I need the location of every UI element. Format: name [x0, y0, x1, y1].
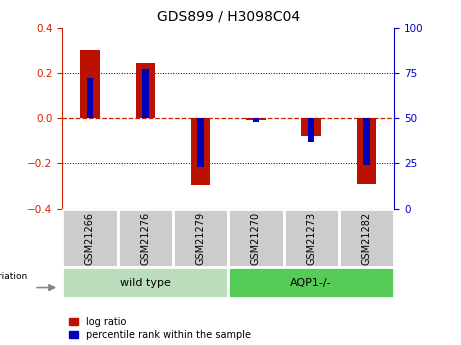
- Bar: [253, 118, 259, 122]
- Text: GSM21282: GSM21282: [361, 211, 372, 265]
- Text: AQP1-/-: AQP1-/-: [290, 278, 332, 288]
- FancyBboxPatch shape: [62, 209, 118, 267]
- FancyBboxPatch shape: [228, 267, 394, 298]
- Bar: [363, 118, 370, 165]
- Bar: [308, 118, 314, 142]
- Text: GSM21273: GSM21273: [306, 211, 316, 265]
- FancyBboxPatch shape: [228, 209, 284, 267]
- Bar: [246, 118, 266, 120]
- Bar: [80, 50, 100, 118]
- Legend: log ratio, percentile rank within the sample: log ratio, percentile rank within the sa…: [70, 317, 251, 340]
- FancyBboxPatch shape: [284, 209, 339, 267]
- Text: genotype/variation: genotype/variation: [0, 272, 28, 280]
- Bar: [191, 118, 210, 185]
- Bar: [301, 118, 321, 136]
- FancyBboxPatch shape: [118, 209, 173, 267]
- Bar: [87, 78, 93, 118]
- FancyBboxPatch shape: [62, 267, 228, 298]
- Text: GSM21266: GSM21266: [85, 211, 95, 265]
- Text: GSM21276: GSM21276: [140, 211, 150, 265]
- FancyBboxPatch shape: [339, 209, 394, 267]
- Text: wild type: wild type: [120, 278, 171, 288]
- FancyBboxPatch shape: [173, 209, 228, 267]
- Title: GDS899 / H3098C04: GDS899 / H3098C04: [157, 10, 300, 24]
- Text: GSM21270: GSM21270: [251, 211, 261, 265]
- Bar: [142, 69, 148, 118]
- Bar: [357, 118, 376, 184]
- Bar: [197, 118, 204, 167]
- Text: GSM21279: GSM21279: [195, 211, 206, 265]
- Bar: [136, 63, 155, 118]
